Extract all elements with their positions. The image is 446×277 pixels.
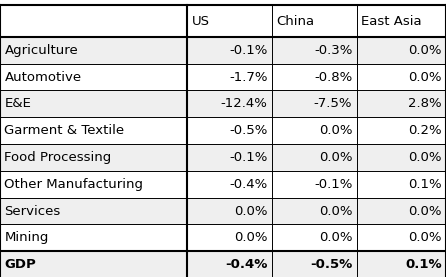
Text: Services: Services (4, 204, 61, 217)
Text: -0.4%: -0.4% (229, 178, 268, 191)
Bar (0, 117, 446, 144)
Text: 0.2%: 0.2% (408, 124, 442, 137)
Text: 0.0%: 0.0% (408, 204, 442, 217)
Text: E&E: E&E (4, 98, 31, 110)
Text: -0.1%: -0.1% (229, 151, 268, 164)
Bar (0, 144, 446, 171)
Text: 0.0%: 0.0% (408, 231, 442, 244)
Text: -0.1%: -0.1% (314, 178, 352, 191)
Bar (0, 64, 446, 91)
Bar (0, 91, 446, 117)
Text: Agriculture: Agriculture (4, 44, 78, 57)
Bar (0, 37, 446, 64)
Text: Food Processing: Food Processing (4, 151, 111, 164)
Text: US: US (192, 15, 210, 28)
Bar (0, 171, 446, 198)
Text: 0.0%: 0.0% (234, 204, 268, 217)
Text: -1.7%: -1.7% (229, 71, 268, 84)
Text: 0.0%: 0.0% (408, 71, 442, 84)
Text: -7.5%: -7.5% (314, 98, 352, 110)
Bar (0, 224, 446, 251)
Text: 2.8%: 2.8% (408, 98, 442, 110)
Text: -0.4%: -0.4% (225, 258, 268, 271)
Bar (0, 198, 446, 224)
Text: -0.8%: -0.8% (314, 71, 352, 84)
Text: Automotive: Automotive (4, 71, 82, 84)
Text: -0.5%: -0.5% (310, 258, 352, 271)
Text: -0.5%: -0.5% (229, 124, 268, 137)
Text: -0.1%: -0.1% (229, 44, 268, 57)
Bar (0, 6, 446, 37)
Text: 0.1%: 0.1% (408, 178, 442, 191)
Text: East Asia: East Asia (361, 15, 422, 28)
Text: 0.0%: 0.0% (408, 151, 442, 164)
Text: 0.0%: 0.0% (234, 231, 268, 244)
Text: 0.0%: 0.0% (319, 151, 352, 164)
Text: -12.4%: -12.4% (221, 98, 268, 110)
Text: Other Manufacturing: Other Manufacturing (4, 178, 144, 191)
Text: GDP: GDP (4, 258, 36, 271)
Text: -0.3%: -0.3% (314, 44, 352, 57)
Text: 0.1%: 0.1% (405, 258, 442, 271)
Bar (0, 251, 446, 277)
Text: 0.0%: 0.0% (319, 231, 352, 244)
Text: 0.0%: 0.0% (319, 124, 352, 137)
Text: 0.0%: 0.0% (319, 204, 352, 217)
Text: Mining: Mining (4, 231, 49, 244)
Text: Garment & Textile: Garment & Textile (4, 124, 124, 137)
Text: China: China (277, 15, 314, 28)
Text: 0.0%: 0.0% (408, 44, 442, 57)
